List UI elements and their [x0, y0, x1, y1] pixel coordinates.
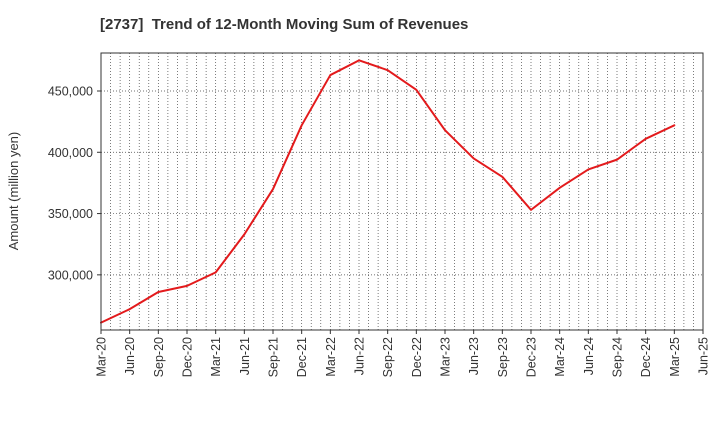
chart-title: [2737] Trend of 12-Month Moving Sum of R…: [100, 16, 469, 33]
series-layer: [100, 59, 676, 324]
y-tick-label: 450,000: [48, 84, 93, 98]
x-tick-label: Dec-23: [525, 337, 539, 377]
x-tick-label: Dec-21: [295, 337, 309, 377]
x-tick-label: Sep-22: [381, 337, 395, 377]
x-tick-label: Dec-22: [410, 337, 424, 377]
x-tick-label: Mar-24: [553, 337, 567, 377]
plot-background: [101, 53, 703, 330]
x-tick-label: Dec-20: [181, 337, 195, 377]
x-tick-label: Sep-23: [496, 337, 510, 377]
x-tick-label: Dec-24: [639, 337, 653, 377]
axes: 300,000 350,000 400,000 450,000 Mar-20 Jun-20…: [48, 84, 711, 377]
x-tick-label: Sep-21: [267, 337, 281, 377]
plot-border: [100, 52, 704, 331]
x-tick-label: Jun-21: [238, 337, 252, 375]
x-tick-label: Sep-20: [152, 337, 166, 377]
y-axis-label: Amount (million yen): [6, 132, 21, 251]
y-tick-label: 350,000: [48, 207, 93, 221]
x-tick-label: Jun-20: [123, 337, 137, 375]
x-tick-label: Mar-25: [668, 337, 682, 377]
x-tick-label: Jun-25: [697, 337, 711, 375]
y-tick-label: 400,000: [48, 146, 93, 160]
grid-lines: [101, 53, 703, 330]
x-tick-label: Sep-24: [611, 337, 625, 377]
x-tick-label: Jun-23: [467, 337, 481, 375]
x-tick-label: Jun-24: [582, 337, 596, 375]
x-tick-label: Mar-22: [324, 337, 338, 377]
x-tick-label: Mar-20: [95, 337, 109, 377]
x-tick-label: Mar-23: [439, 337, 453, 377]
x-tick-label: Mar-21: [209, 337, 223, 377]
y-tick-label: 300,000: [48, 268, 93, 282]
x-tick-label: Jun-22: [353, 337, 367, 375]
